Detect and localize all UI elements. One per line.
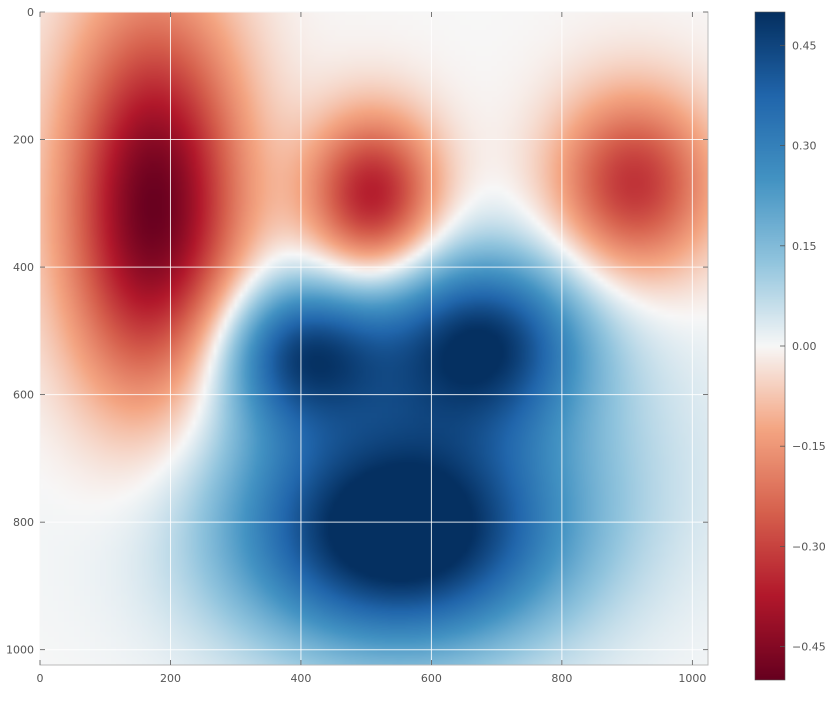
y-tick-label: 1000 — [6, 644, 34, 657]
heatmap-image — [40, 12, 708, 665]
colorbar-tick-label: −0.15 — [792, 440, 826, 453]
plot-area: 0 200 400 600 800 1000 0 200 400 600 800 1000 — [6, 6, 709, 685]
colorbar-tick-label: 0.45 — [792, 39, 817, 52]
colorbar-tick-label: −0.30 — [792, 540, 826, 553]
y-axis: 0 200 400 600 800 1000 — [6, 6, 708, 657]
x-tick-label: 0 — [37, 672, 44, 685]
colorbar-tick-label: 0.30 — [792, 140, 817, 153]
colorbar-axis: 0.45 0.30 0.15 0.00 −0.15 −0.30 −0.45 — [780, 39, 826, 654]
x-tick-label: 400 — [290, 672, 311, 685]
x-tick-label: 600 — [421, 672, 442, 685]
x-tick-label: 1000 — [678, 672, 706, 685]
y-tick-label: 0 — [27, 6, 34, 19]
colorbar-tick-label: 0.15 — [792, 240, 817, 253]
y-tick-label: 600 — [13, 389, 34, 402]
grid-lines — [39, 11, 708, 665]
x-axis: 0 200 400 600 800 1000 — [37, 12, 706, 685]
x-tick-label: 200 — [160, 672, 181, 685]
x-tick-label: 800 — [551, 672, 572, 685]
y-tick-label: 200 — [13, 134, 34, 147]
y-tick-label: 800 — [13, 516, 34, 529]
y-tick-label: 400 — [13, 261, 34, 274]
colorbar-tick-label: −0.45 — [792, 641, 826, 654]
colorbar-tick-label: 0.00 — [792, 340, 817, 353]
colorbar: 0.45 0.30 0.15 0.00 −0.15 −0.30 −0.45 — [754, 11, 826, 681]
